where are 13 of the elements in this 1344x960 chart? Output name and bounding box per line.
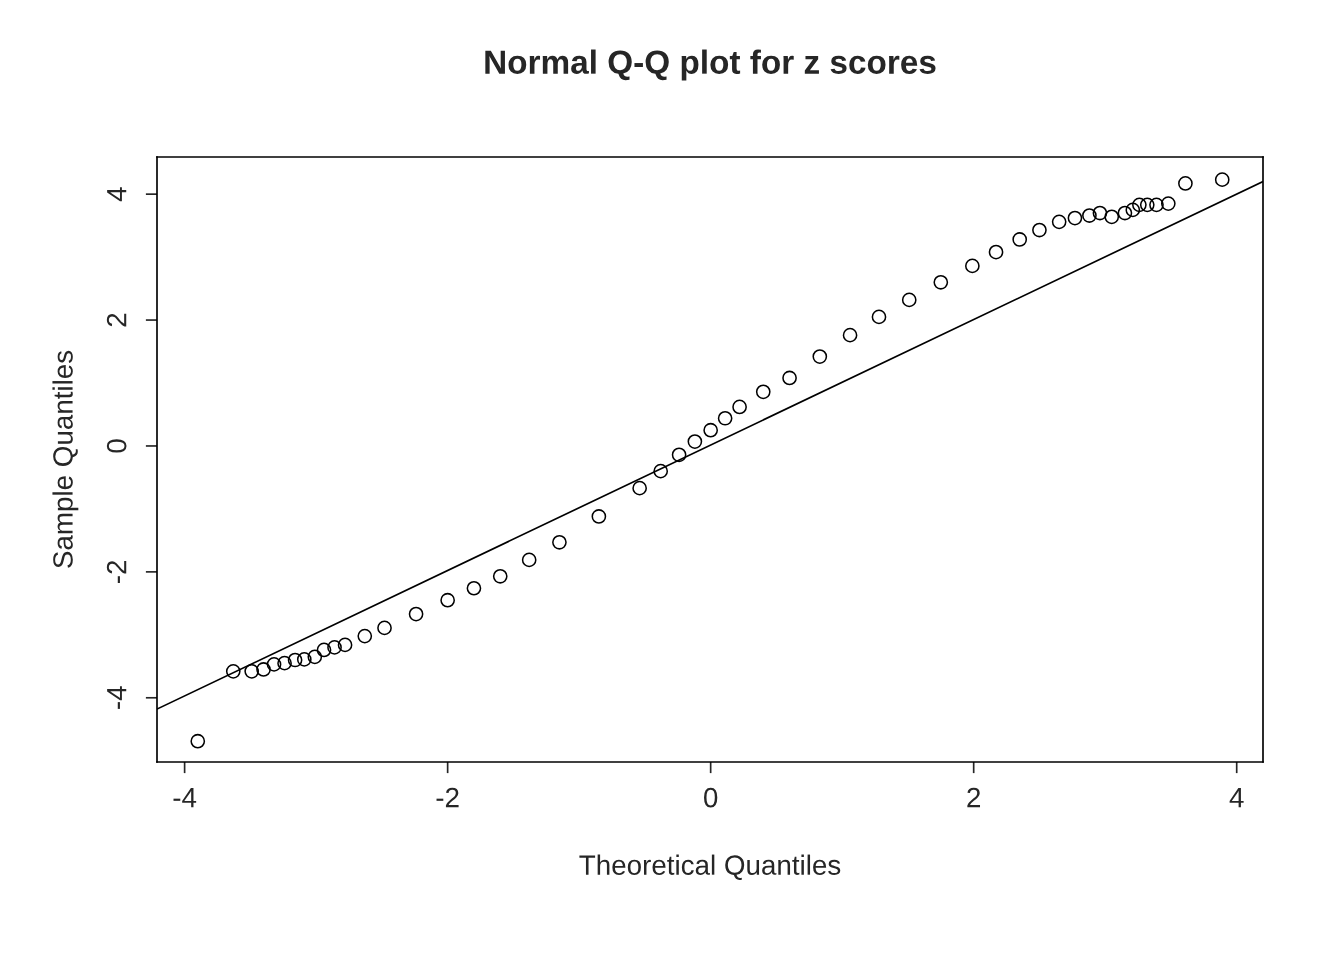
x-tick-label: 2 xyxy=(967,787,981,808)
x-tick-label: 4 xyxy=(1229,788,1244,808)
chart-title: Normal Q-Q plot for z scores xyxy=(485,49,936,81)
y-tick-label: 4 xyxy=(107,187,127,202)
y-axis-title: Sample Quantiles xyxy=(52,350,79,568)
x-tick-label: -2 xyxy=(436,787,459,808)
y-tick-label: -2 xyxy=(106,560,127,583)
x-tick-label: -4 xyxy=(173,788,197,808)
y-tick-label: 2 xyxy=(106,313,127,327)
x-axis-title: Theoretical Quantiles xyxy=(579,854,841,880)
y-tick-label: 0 xyxy=(106,439,127,453)
y-tick-label: -4 xyxy=(107,686,127,709)
x-tick-label: 0 xyxy=(704,787,718,808)
